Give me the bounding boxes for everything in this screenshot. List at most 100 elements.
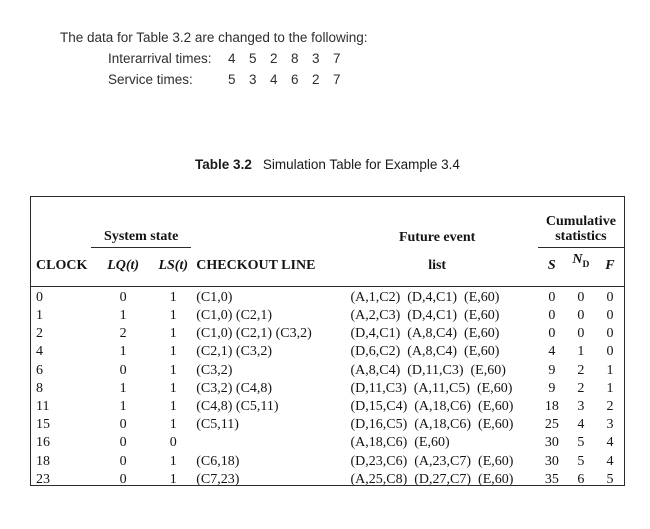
- cell-f: 4: [606, 453, 614, 469]
- empty-header-cell: [191, 197, 336, 248]
- service-value: 4: [270, 72, 278, 87]
- cell-ls: 1: [169, 362, 177, 378]
- service-value: 7: [333, 72, 341, 87]
- cell-lq: 2: [119, 326, 127, 342]
- cell-f: 0: [606, 344, 614, 360]
- cell-f: 4: [606, 435, 614, 451]
- interarrival-value: 7: [333, 51, 341, 66]
- table-header: System state Future event Cumulative sta…: [31, 197, 624, 287]
- cell-ls: 1: [169, 417, 177, 433]
- service-times-row: Service times: 5 3 4 6 2 7: [108, 69, 367, 90]
- cell-checkout-line: (C2,1) (C3,2): [196, 344, 273, 360]
- cell-clock: 2: [36, 326, 43, 342]
- f-column-header: F: [595, 247, 624, 287]
- table-row: 16 0 0 (A,18,C6) (E,60) 30 5 4: [31, 434, 624, 452]
- cell-future-event-list: (D,11,C3) (A,11,C5) (E,60): [350, 380, 513, 396]
- cell-future-event-list: (D,15,C4) (A,18,C6) (E,60): [350, 399, 514, 415]
- cell-checkout-line: (C1,0) (C2,1): [196, 308, 273, 323]
- cell-clock: 0: [36, 289, 43, 305]
- cell-future-event-list: (D,6,C2) (A,8,C4) (E,60): [350, 344, 500, 360]
- cell-clock: 6: [36, 362, 43, 378]
- table-row: 15 0 1 (C5,11) (D,16,C5) (A,18,C6) (E,60…: [31, 416, 624, 434]
- simulation-table-container: System state Future event Cumulative sta…: [30, 196, 625, 486]
- cell-clock: 16: [36, 435, 50, 451]
- service-value: 6: [291, 72, 299, 87]
- cell-lq: 0: [119, 453, 127, 469]
- cell-clock: 4: [36, 344, 43, 360]
- cell-nd: 1: [577, 344, 585, 360]
- cell-lq: 0: [119, 471, 127, 486]
- future-event-header-line2: list: [336, 247, 538, 287]
- cell-checkout-line: (C3,2): [196, 362, 233, 378]
- cell-ls: 1: [169, 289, 177, 305]
- nd-main: N: [572, 252, 583, 267]
- cell-lq: 1: [119, 380, 127, 396]
- cell-s: 25: [544, 417, 559, 433]
- cell-checkout-line: (C7,23): [196, 471, 240, 486]
- service-value: 2: [312, 72, 320, 87]
- cell-future-event-list: (A,2,C3) (D,4,C1) (E,60): [350, 308, 500, 323]
- cell-nd: 6: [577, 471, 585, 486]
- cell-clock: 8: [36, 380, 43, 396]
- cell-lq: 0: [119, 417, 127, 433]
- cell-future-event-list: (A,8,C4) (D,11,C3) (E,60): [350, 362, 506, 378]
- cell-f: 3: [606, 417, 614, 433]
- cell-lq: 1: [119, 344, 127, 360]
- table-row: 0 0 1 (C1,0) (A,1,C2) (D,4,C1) (E,60) 0 …: [31, 286, 624, 307]
- cell-lq: 0: [119, 362, 127, 378]
- cell-f: 0: [606, 326, 614, 342]
- cell-s: 18: [544, 399, 559, 415]
- cell-ls: 1: [169, 326, 177, 342]
- table-row: 4 1 1 (C2,1) (C3,2) (D,6,C2) (A,8,C4) (E…: [31, 343, 624, 361]
- cell-nd: 2: [577, 362, 585, 378]
- cell-f: 0: [606, 289, 614, 305]
- ls-column-header: LS(t): [155, 247, 192, 287]
- interarrival-value: 5: [249, 51, 257, 66]
- cell-ls: 1: [169, 308, 177, 323]
- interarrival-value: 8: [291, 51, 299, 66]
- table-row: 2 2 1 (C1,0) (C2,1) (C3,2) (D,4,C1) (A,8…: [31, 325, 624, 343]
- table-row: 1 1 1 (C1,0) (C2,1) (A,2,C3) (D,4,C1) (E…: [31, 307, 624, 325]
- cell-nd: 0: [577, 289, 585, 305]
- cell-clock: 23: [36, 471, 50, 486]
- cell-future-event-list: (A,25,C8) (D,27,C7) (E,60): [350, 471, 514, 486]
- cell-checkout-line: (C5,11): [196, 417, 239, 433]
- s-column-header: S: [537, 247, 566, 287]
- cell-nd: 3: [577, 399, 585, 415]
- service-label: Service times:: [108, 72, 193, 87]
- nd-subscript: D: [582, 259, 590, 270]
- cell-future-event-list: (A,1,C2) (D,4,C1) (E,60): [350, 289, 500, 305]
- table-row: 11 1 1 (C4,8) (C5,11) (D,15,C4) (A,18,C6…: [31, 398, 624, 416]
- cell-s: 9: [548, 380, 556, 396]
- table-row: 6 0 1 (C3,2) (A,8,C4) (D,11,C3) (E,60) 9…: [31, 362, 624, 380]
- cell-s: 30: [544, 435, 559, 451]
- cell-future-event-list: (A,18,C6) (E,60): [350, 435, 450, 451]
- cell-clock: 11: [36, 399, 50, 415]
- service-value: 3: [249, 72, 257, 87]
- cell-nd: 5: [577, 435, 585, 451]
- cell-s: 9: [548, 362, 556, 378]
- cell-nd: 5: [577, 453, 585, 469]
- cell-s: 0: [548, 308, 556, 323]
- simulation-table: System state Future event Cumulative sta…: [31, 197, 624, 486]
- table-caption-number: Table 3.2: [195, 157, 252, 172]
- system-state-group-header: System state: [91, 197, 192, 248]
- cell-f: 5: [606, 471, 614, 486]
- cell-clock: 18: [36, 453, 50, 469]
- cell-f: 2: [606, 399, 614, 415]
- cell-s: 0: [548, 326, 556, 342]
- cell-ls: 1: [169, 453, 177, 469]
- cell-clock: 1: [36, 308, 43, 323]
- cell-s: 30: [544, 453, 559, 469]
- table-row: 8 1 1 (C3,2) (C4,8) (D,11,C3) (A,11,C5) …: [31, 380, 624, 398]
- cell-clock: 15: [36, 417, 50, 433]
- cell-ls: 1: [169, 471, 177, 486]
- cumulative-statistics-group-header: Cumulative statistics: [537, 197, 624, 248]
- cell-nd: 0: [577, 308, 585, 323]
- cell-f: 1: [606, 380, 614, 396]
- cell-future-event-list: (D,4,C1) (A,8,C4) (E,60): [350, 326, 500, 342]
- future-event-header-line1: Future event: [398, 229, 476, 245]
- cell-future-event-list: (D,16,C5) (A,18,C6) (E,60): [350, 417, 514, 433]
- service-value: 5: [228, 72, 236, 87]
- cell-nd: 0: [577, 326, 585, 342]
